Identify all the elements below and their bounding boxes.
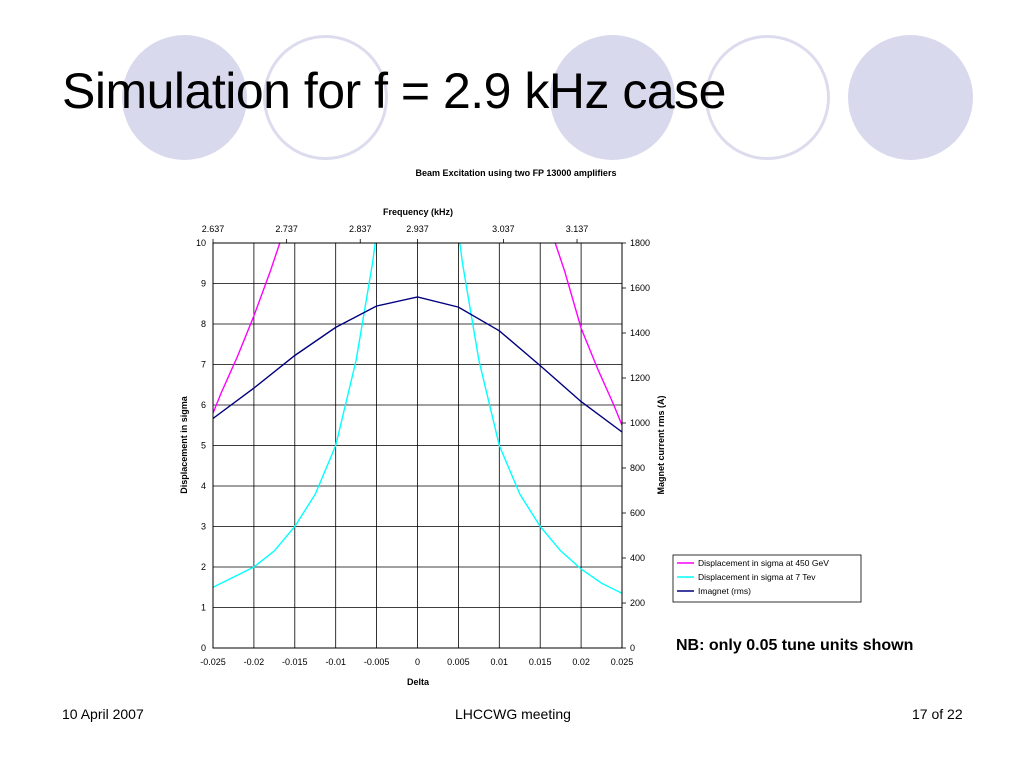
y-tick-label: 5 — [201, 441, 206, 451]
y2-tick-label: 1600 — [630, 283, 650, 293]
y-tick-label: 4 — [201, 481, 206, 491]
chart-series — [213, 243, 622, 594]
y-tick-label: 1 — [201, 603, 206, 613]
y-tick-label: 9 — [201, 279, 206, 289]
y2-tick-label: 1800 — [630, 238, 650, 248]
y2-tick-label: 1200 — [630, 373, 650, 383]
legend-label: Displacement in sigma at 7 Tev — [698, 572, 816, 582]
decor-circle-filled-2 — [550, 35, 675, 160]
legend-box — [672, 554, 862, 603]
y2-tick-label: 1400 — [630, 328, 650, 338]
series-7tev-line — [213, 243, 376, 588]
footer-event: LHCCWG meeting — [455, 706, 571, 722]
y-tick-label: 2 — [201, 562, 206, 572]
y-tick-label: 8 — [201, 319, 206, 329]
series-imagnet-line — [213, 296, 622, 433]
x-tick-label: -0.01 — [325, 657, 346, 667]
y-tick-label: 10 — [196, 238, 206, 248]
y2-tick-label: 600 — [630, 508, 645, 518]
decor-circle-filled-3 — [848, 35, 973, 160]
series-7tev-line — [459, 243, 622, 594]
y-tick-label: 7 — [201, 360, 206, 370]
x2-tick-label: 3.037 — [492, 224, 515, 234]
y-tick-label: 3 — [201, 522, 206, 532]
x-tick-label: 0.015 — [529, 657, 552, 667]
footer-page: 17 of 22 — [912, 706, 963, 722]
y2-tick-label: 1000 — [630, 418, 650, 428]
chart-legend: Displacement in sigma at 450 GeV Displace… — [672, 554, 862, 603]
x2-tick-label: 2.837 — [349, 224, 372, 234]
y2-tick-label: 0 — [630, 643, 635, 653]
x-tick-label: 0.01 — [491, 657, 509, 667]
chart-grid — [213, 243, 622, 648]
nb-note: NB: only 0.05 tune units shown — [676, 637, 914, 654]
x-tick-label: 0 — [415, 657, 420, 667]
chart-x2-label: Frequency (kHz) — [383, 207, 453, 217]
x-tick-label: 0.025 — [611, 657, 634, 667]
x-tick-label: 0.02 — [572, 657, 590, 667]
x2-tick-label: 2.637 — [202, 224, 225, 234]
y-tick-label: 0 — [201, 643, 206, 653]
x2-tick-label: 2.937 — [406, 224, 429, 234]
x2-tick-label: 3.137 — [566, 224, 589, 234]
chart-ticks: -0.025 -0.02 -0.015 -0.01 -0.005 0 0.005 0.01 0.… — [196, 224, 650, 667]
decor-circle-ring-1 — [263, 35, 388, 160]
x-tick-label: 0.005 — [447, 657, 470, 667]
y2-tick-label: 800 — [630, 463, 645, 473]
chart-x-label: Delta — [407, 677, 430, 687]
x2-tick-label: 2.737 — [275, 224, 298, 234]
legend-label: Imagnet (rms) — [698, 586, 751, 596]
x-tick-label: -0.005 — [364, 657, 390, 667]
chart-title: Beam Excitation using two FP 13000 ampli… — [416, 168, 617, 178]
chart-y2-label: Magnet current rms (A) — [656, 395, 666, 494]
series-450gev-line — [554, 243, 622, 426]
y2-tick-label: 400 — [630, 553, 645, 563]
x-tick-label: -0.015 — [282, 657, 308, 667]
series-450gev-line — [213, 243, 281, 414]
y-tick-label: 6 — [201, 400, 206, 410]
decor-circle-ring-2 — [705, 35, 830, 160]
chart-y-label: Displacement in sigma — [179, 395, 189, 494]
y2-tick-label: 200 — [630, 598, 645, 608]
x-tick-label: -0.02 — [244, 657, 265, 667]
footer-date: 10 April 2007 — [62, 706, 144, 722]
legend-label: Displacement in sigma at 450 GeV — [698, 558, 829, 568]
slide-title: Simulation for f = 2.9 kHz case — [62, 63, 726, 119]
decor-circle-filled-1 — [122, 35, 247, 160]
x-tick-label: -0.025 — [200, 657, 226, 667]
